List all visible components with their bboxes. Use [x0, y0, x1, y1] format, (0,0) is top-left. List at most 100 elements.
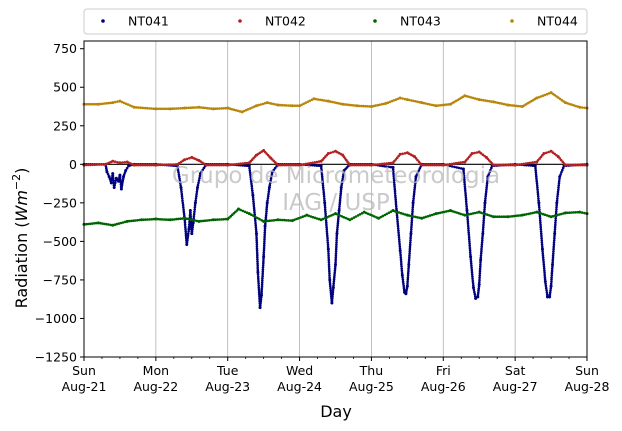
data-point: [247, 212, 251, 216]
data-point: [259, 293, 263, 297]
data-point: [483, 201, 487, 205]
data-point: [312, 97, 316, 101]
data-point: [112, 185, 116, 189]
data-point: [369, 163, 373, 167]
data-point: [492, 215, 496, 219]
data-point: [535, 160, 539, 164]
data-point: [109, 181, 113, 185]
data-point: [276, 218, 280, 222]
data-point: [226, 217, 230, 221]
data-point: [461, 167, 465, 171]
x-tick-label-day: Thu: [359, 363, 383, 378]
data-point: [486, 175, 490, 179]
x-tick-label-date: Aug-21: [62, 379, 107, 394]
x-tick-label-day: Mon: [143, 363, 169, 378]
data-point: [479, 258, 483, 262]
watermark: Grupo de Micrometeorologia IAG / USP: [172, 163, 500, 216]
data-point: [339, 185, 343, 189]
data-point: [384, 101, 388, 105]
data-point: [553, 232, 557, 236]
data-point: [355, 104, 359, 108]
data-point: [154, 107, 158, 111]
legend-marker-NT041: [101, 19, 105, 23]
data-point: [556, 155, 560, 159]
x-tick-label-date: Aug-24: [277, 379, 322, 394]
data-point: [477, 98, 481, 102]
data-point: [537, 201, 541, 205]
data-point: [319, 218, 323, 222]
data-point: [391, 209, 395, 213]
data-point: [326, 152, 330, 156]
data-point: [420, 101, 424, 105]
legend-label-NT041: NT041: [128, 14, 169, 29]
y-tick-label: −1250: [35, 350, 77, 365]
watermark-line-1: Grupo de Micrometeorologia: [172, 163, 500, 189]
data-point: [400, 273, 404, 277]
data-point: [448, 102, 452, 106]
data-point: [578, 210, 582, 214]
x-tick-label-day: Sat: [505, 363, 526, 378]
data-point: [168, 107, 172, 111]
data-point: [477, 150, 481, 154]
data-point: [240, 110, 244, 114]
data-point: [549, 215, 553, 219]
data-point: [190, 155, 194, 159]
data-point: [476, 295, 480, 299]
data-point: [409, 232, 413, 236]
data-point: [254, 104, 258, 108]
data-point: [407, 263, 411, 267]
data-point: [96, 221, 100, 225]
data-point: [470, 152, 474, 156]
data-point: [377, 216, 381, 220]
data-point: [563, 101, 567, 105]
data-point: [420, 163, 424, 167]
data-point: [247, 161, 251, 165]
legend-label-NT042: NT042: [265, 14, 306, 29]
data-point: [542, 152, 546, 156]
data-point: [204, 163, 208, 167]
data-point: [551, 263, 555, 267]
data-point: [226, 163, 230, 167]
data-point: [132, 105, 136, 109]
data-point: [118, 173, 122, 177]
y-axis-title-exp: −2: [10, 174, 23, 190]
data-point: [543, 279, 547, 283]
x-tick-label-day: Fri: [436, 363, 451, 378]
data-point: [236, 207, 240, 211]
data-point: [434, 212, 438, 216]
data-point: [191, 221, 195, 225]
data-point: [251, 193, 255, 197]
data-point: [328, 278, 332, 282]
data-point: [124, 168, 128, 172]
data-point: [477, 210, 481, 214]
data-point: [463, 213, 467, 217]
data-point: [193, 201, 197, 205]
data-point: [127, 164, 131, 168]
data-point: [185, 242, 189, 246]
data-point: [398, 96, 402, 100]
data-point: [405, 213, 409, 217]
data-point: [111, 101, 115, 105]
data-point: [520, 105, 524, 109]
data-point: [434, 104, 438, 108]
data-series: [82, 91, 589, 310]
data-point: [262, 148, 266, 152]
y-axis: −1250 −1000 −750 −500 −250 0 250 500 750: [35, 41, 84, 365]
data-point: [211, 107, 215, 111]
data-point: [549, 284, 553, 288]
data-point: [405, 98, 409, 102]
data-point: [492, 100, 496, 104]
data-point: [506, 103, 510, 107]
data-point: [463, 94, 467, 98]
data-point: [270, 170, 274, 174]
data-point: [267, 185, 271, 189]
watermark-line-2: IAG / USP: [282, 190, 390, 216]
data-point: [116, 179, 120, 183]
data-point: [404, 292, 408, 296]
x-tick-label-day: Tue: [216, 363, 239, 378]
data-point: [420, 216, 424, 220]
data-point: [111, 223, 115, 227]
legend-label-NT043: NT043: [400, 14, 441, 29]
data-point: [319, 164, 323, 168]
data-point: [298, 163, 302, 167]
